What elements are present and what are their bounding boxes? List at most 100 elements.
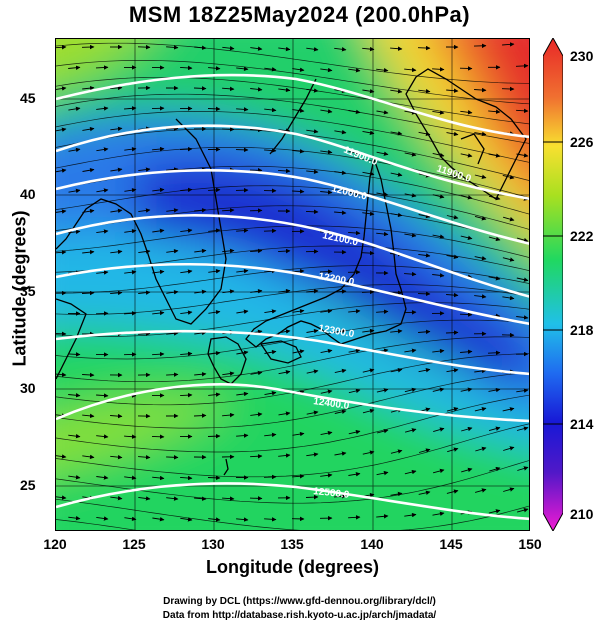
wind-arrow — [264, 517, 277, 522]
wind-arrow — [306, 369, 319, 374]
wind-arrow — [110, 454, 123, 460]
wind-arrow — [362, 368, 375, 373]
wind-arrow — [348, 429, 361, 435]
wind-arrow — [516, 508, 529, 513]
wind-arrow — [56, 168, 67, 173]
wind-arrow — [68, 147, 81, 153]
wind-arrow — [292, 189, 305, 194]
wind-arrow — [334, 409, 347, 415]
wind-arrow — [278, 87, 291, 93]
wind-arrow — [124, 106, 137, 111]
wind-arrow — [166, 167, 179, 172]
wind-arrow — [82, 413, 95, 419]
wind-arrow — [264, 391, 277, 396]
wind-arrow — [222, 45, 235, 51]
wind-arrow — [320, 67, 333, 73]
x-tick-label: 125 — [122, 536, 146, 552]
wind-arrow — [488, 109, 501, 114]
wind-arrow — [362, 88, 375, 94]
streamline — [56, 265, 529, 294]
x-tick-label: 145 — [439, 536, 463, 552]
wind-arrow — [56, 86, 67, 91]
wind-arrow — [474, 131, 487, 137]
streamline — [56, 498, 529, 530]
streamline — [56, 93, 529, 144]
wind-arrow — [152, 310, 165, 316]
wind-arrow — [278, 370, 291, 375]
wind-arrow — [362, 328, 375, 334]
wind-arrow — [166, 496, 179, 501]
x-tick-label: 130 — [201, 536, 225, 552]
wind-arrow — [152, 475, 165, 481]
wind-arrow — [502, 174, 515, 180]
wind-arrow — [404, 67, 417, 73]
wind-arrow — [193, 413, 207, 418]
wind-arrow — [278, 46, 291, 52]
wind-arrow — [180, 517, 193, 522]
wind-arrow — [264, 148, 277, 153]
wind-arrow — [264, 432, 277, 438]
wind-arrow — [404, 512, 417, 518]
wind-arrow — [82, 167, 95, 173]
wind-arrow — [166, 331, 179, 336]
wind-arrow — [362, 408, 375, 414]
geopotential-contours — [56, 73, 529, 521]
wind-arrow — [320, 348, 333, 354]
wind-arrow — [460, 110, 473, 115]
wind-arrow — [320, 430, 333, 436]
wind-arrow — [250, 370, 263, 376]
streamline — [56, 394, 529, 453]
wind-arrow — [433, 427, 445, 433]
wind-arrow — [361, 250, 375, 256]
wind-arrow — [166, 208, 179, 213]
credit-data: Data from http://database.rish.kyoto-u.a… — [162, 610, 437, 621]
wind-arrow — [180, 351, 193, 357]
wind-arrow — [474, 255, 487, 261]
wind-arrow — [56, 127, 67, 132]
wind-arrow — [503, 487, 515, 492]
y-axis-label: Latitude (degrees) — [9, 210, 30, 367]
wind-arrow — [180, 65, 193, 71]
wind-arrow — [404, 110, 417, 115]
wind-arrow — [180, 475, 193, 481]
wind-arrow — [292, 431, 305, 437]
wind-arrow — [236, 517, 249, 522]
wind-arrow — [263, 474, 277, 480]
wind-arrow — [432, 511, 445, 517]
wind-arrow — [263, 228, 277, 234]
wind-arrow — [236, 228, 249, 233]
wind-arrow — [138, 496, 151, 501]
wind-arrow — [334, 210, 347, 215]
wind-arrow — [390, 131, 403, 136]
wind-arrow — [152, 351, 165, 357]
wind-arrow — [56, 331, 67, 337]
wind-arrow — [404, 428, 417, 433]
colorbar — [543, 38, 563, 531]
wind-arrow — [124, 146, 137, 152]
wind-arrow — [418, 367, 431, 373]
wind-arrow — [194, 371, 207, 377]
colorbar-tick-label: 210 — [570, 506, 594, 522]
wind-arrow — [348, 309, 361, 314]
wind-arrow — [390, 491, 403, 497]
wind-arrow — [348, 109, 361, 115]
wind-arrow — [81, 290, 95, 296]
wind-arrow — [461, 426, 473, 432]
wind-arrow — [278, 411, 291, 416]
wind-arrow — [418, 329, 431, 335]
colorbar-tick-label: 226 — [570, 134, 594, 150]
coastline-japan — [56, 68, 527, 476]
contour-label: 12400.0 — [313, 396, 351, 412]
wind-arrow — [503, 446, 515, 451]
wind-arrow — [96, 270, 109, 275]
wind-arrow — [96, 229, 109, 234]
wind-arrow — [236, 107, 249, 112]
wind-arrow — [68, 393, 81, 398]
y-tick-label: 30 — [20, 380, 36, 396]
wind-arrow — [96, 188, 109, 193]
colorbar-tick-label: 218 — [570, 322, 594, 338]
wind-arrow — [180, 392, 193, 398]
wind-arrow — [68, 106, 81, 112]
wind-arrow — [474, 215, 487, 221]
wind-arrow — [334, 494, 347, 499]
